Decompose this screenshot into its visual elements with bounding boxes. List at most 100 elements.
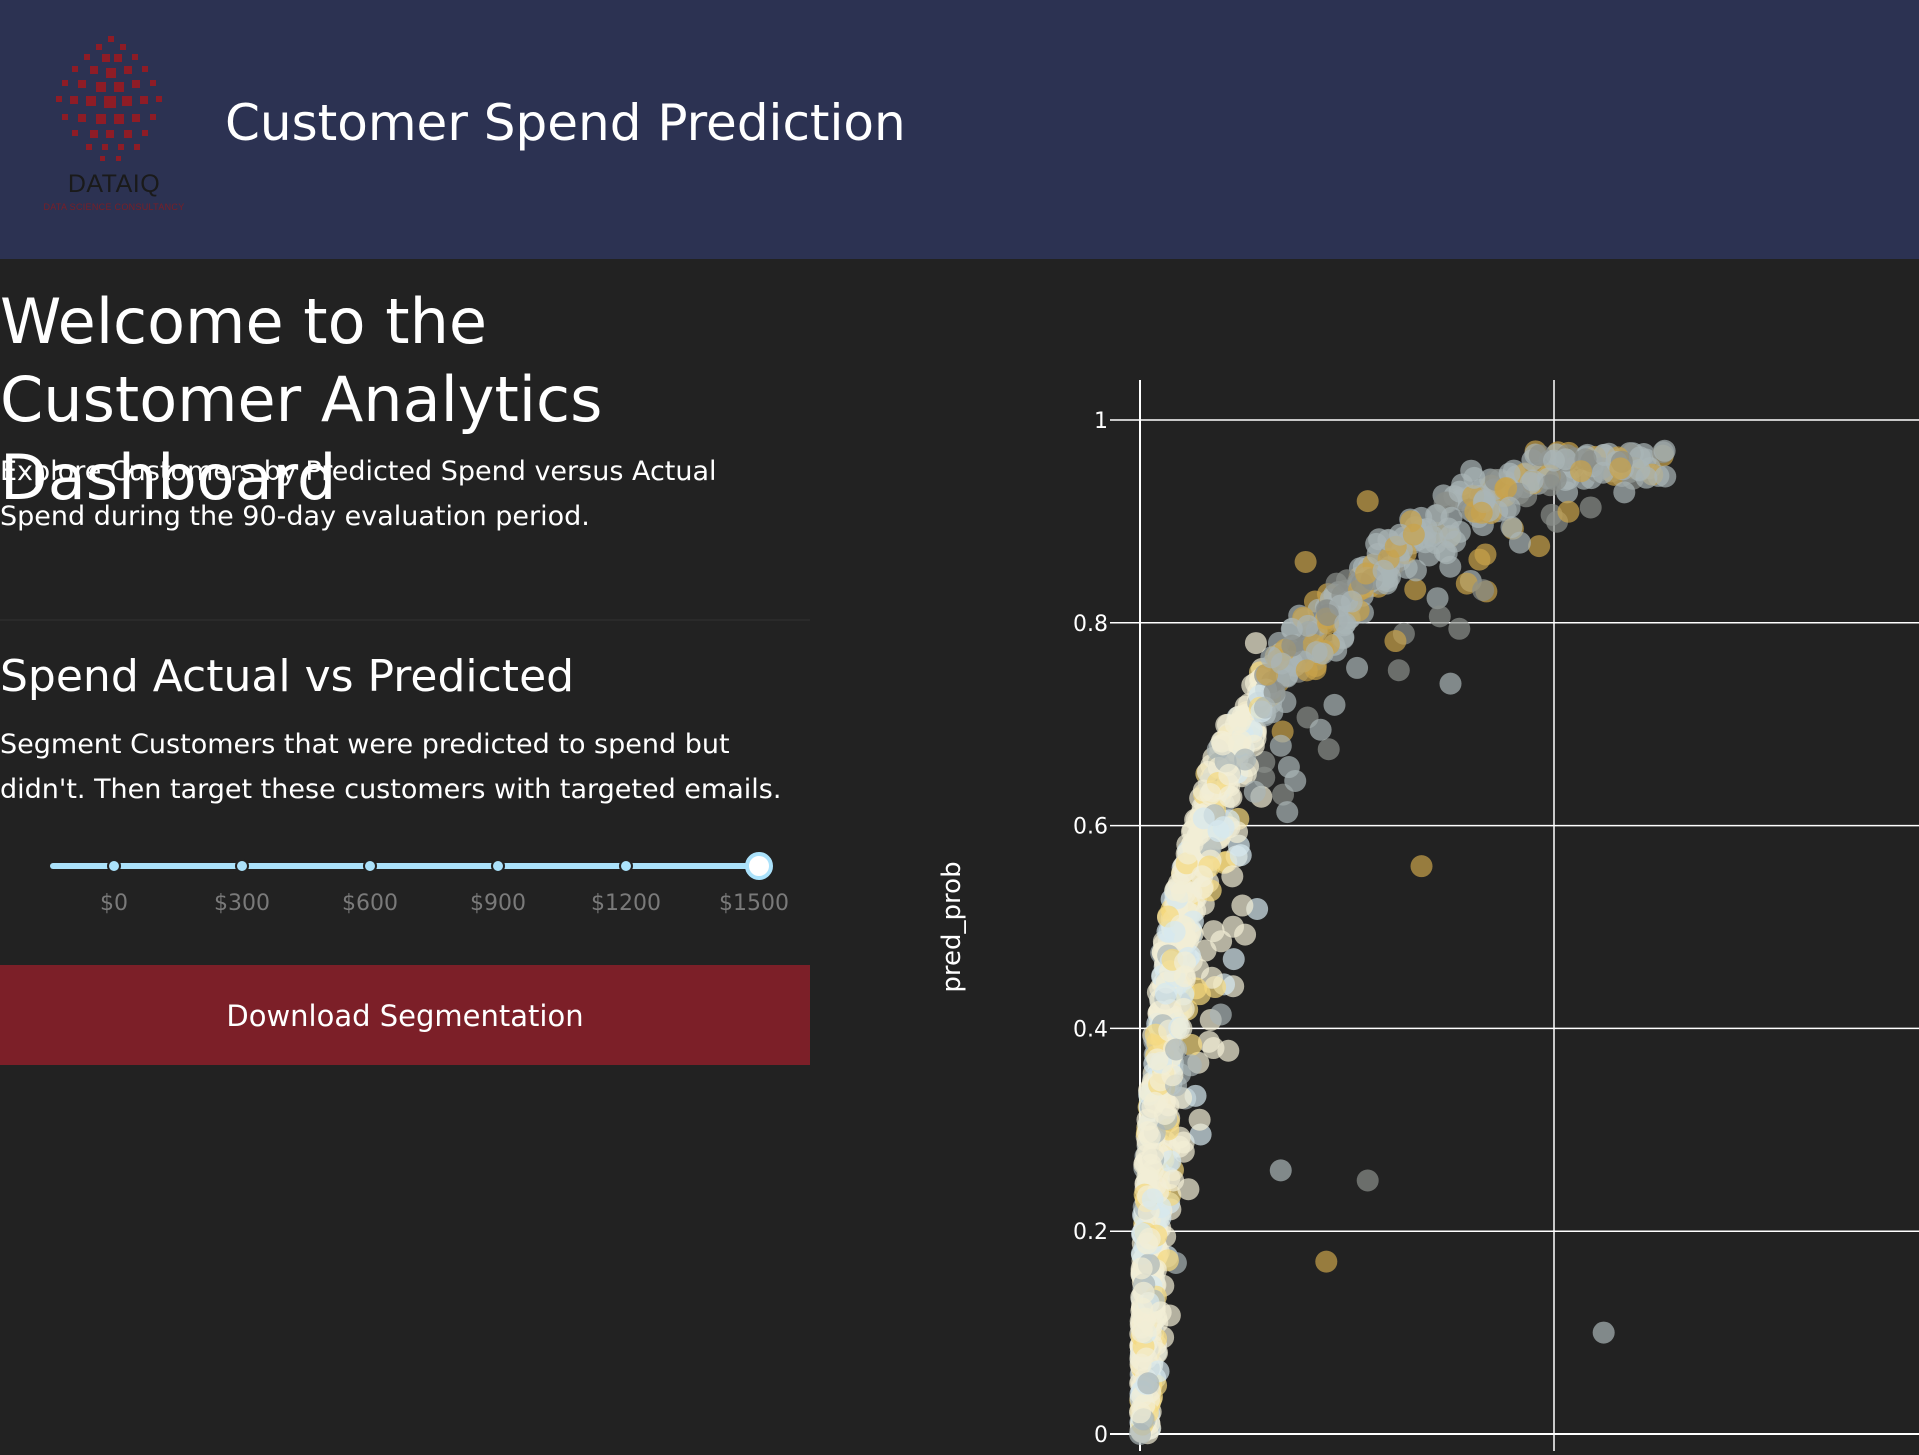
y-tick-label: 0 <box>1094 1423 1108 1448</box>
data-point <box>1132 1281 1155 1304</box>
data-point <box>1159 1150 1182 1173</box>
data-point <box>1317 738 1340 761</box>
data-point <box>1570 460 1593 483</box>
slider-mark-label: $1200 <box>591 891 661 916</box>
data-point <box>1591 461 1614 484</box>
intro-text: Explore Customers by Predicted Spend ver… <box>0 456 717 532</box>
slider-mark-label: $1500 <box>719 891 789 916</box>
y-tick-label: 0.2 <box>1073 1220 1108 1245</box>
data-point <box>1129 1423 1151 1445</box>
data-point <box>1495 477 1518 500</box>
app-title: Customer Spend Prediction <box>225 94 906 152</box>
section-description: Segment Customers that were predicted to… <box>0 729 782 805</box>
data-point <box>1229 844 1252 867</box>
data-point <box>1269 734 1292 757</box>
data-point <box>1355 562 1378 585</box>
data-point <box>1439 555 1462 578</box>
data-point <box>1421 524 1444 547</box>
scatter-plot-svg: 0 0.2 0.4 0.6 0.8 1 pred_prob <box>937 380 1919 1451</box>
slider-dot-600[interactable] <box>363 859 377 873</box>
y-tick-label: 0.6 <box>1073 815 1108 840</box>
data-point <box>1448 617 1471 640</box>
data-point <box>1281 634 1304 657</box>
data-point <box>1544 468 1567 491</box>
slider-mark-label: $600 <box>342 891 398 916</box>
data-point <box>1149 1301 1172 1324</box>
data-point <box>1372 559 1395 582</box>
data-point <box>1440 506 1463 529</box>
data-point <box>1284 769 1307 792</box>
data-point <box>1528 535 1551 558</box>
data-point <box>1592 1321 1615 1344</box>
slider-handle[interactable] <box>745 852 773 880</box>
data-point <box>1137 1372 1160 1395</box>
data-point <box>1439 672 1462 695</box>
slider-mark-label: $900 <box>470 891 526 916</box>
data-point <box>1253 696 1276 719</box>
data-point <box>1244 632 1267 655</box>
company-logo: DATAIQ DATA SCIENCE CONSULTANCY <box>24 30 204 215</box>
data-point <box>1141 1159 1164 1182</box>
data-point <box>1202 920 1225 943</box>
data-point <box>1136 1232 1159 1255</box>
data-point <box>1428 605 1451 628</box>
y-axis-label: pred_prob <box>937 861 967 992</box>
data-point <box>1162 1169 1185 1192</box>
download-segmentation-button[interactable]: Download Segmentation <box>0 965 810 1065</box>
data-point <box>1309 718 1332 741</box>
data-point <box>1181 832 1204 855</box>
data-point <box>1211 733 1234 756</box>
data-point <box>1280 618 1303 641</box>
slider-dot-900[interactable] <box>491 859 505 873</box>
data-point <box>1243 780 1266 803</box>
data-point <box>1163 920 1186 943</box>
data-point <box>1161 1064 1184 1087</box>
data-point <box>1173 965 1196 988</box>
data-point <box>1472 579 1495 602</box>
data-point <box>1315 1250 1338 1273</box>
data-point <box>1129 1353 1152 1376</box>
data-point <box>1404 559 1427 582</box>
data-point <box>1218 763 1241 786</box>
data-point <box>1136 1108 1159 1131</box>
logo-text: DATAIQ <box>67 170 161 198</box>
data-point <box>1500 516 1523 539</box>
data-point <box>1439 524 1462 547</box>
data-point <box>1334 612 1357 635</box>
data-point <box>1628 458 1651 481</box>
scatter-chart: 0 0.2 0.4 0.6 0.8 1 pred_prob <box>900 330 1919 1455</box>
data-point <box>1207 820 1230 843</box>
data-point <box>1470 501 1493 524</box>
slider-track[interactable] <box>50 863 762 869</box>
data-point <box>1325 572 1348 595</box>
data-point <box>1170 1017 1193 1040</box>
data-point <box>1609 457 1632 480</box>
y-tick-label: 0.8 <box>1073 612 1108 637</box>
app-header: DATAIQ DATA SCIENCE CONSULTANCY Customer… <box>0 0 1919 259</box>
data-point <box>1426 587 1449 610</box>
data-point <box>1387 659 1410 682</box>
welcome-title: Welcome to the Customer Analytics Dashbo… <box>0 285 603 514</box>
data-point <box>1129 1401 1152 1424</box>
data-point <box>1356 490 1379 513</box>
data-point <box>1295 659 1318 682</box>
data-point <box>1172 997 1195 1020</box>
data-point <box>1222 948 1245 971</box>
data-point <box>1404 578 1427 601</box>
data-point <box>1218 785 1241 808</box>
spend-slider[interactable]: $0 $300 $600 $900 $1200 $1500 <box>40 843 789 923</box>
slider-dot-300[interactable] <box>235 859 249 873</box>
data-point <box>1654 465 1677 488</box>
slider-dot-0[interactable] <box>107 859 121 873</box>
data-point <box>1222 915 1245 938</box>
data-point <box>1543 449 1565 472</box>
data-point <box>1294 550 1317 573</box>
data-point <box>1384 630 1407 653</box>
data-point <box>1142 1142 1165 1165</box>
data-point <box>1231 894 1254 917</box>
data-point <box>1143 1091 1166 1114</box>
section-title: Spend Actual vs Predicted <box>0 651 575 702</box>
data-point <box>1270 652 1293 675</box>
slider-dot-1200[interactable] <box>619 859 633 873</box>
data-point <box>1356 1169 1379 1192</box>
